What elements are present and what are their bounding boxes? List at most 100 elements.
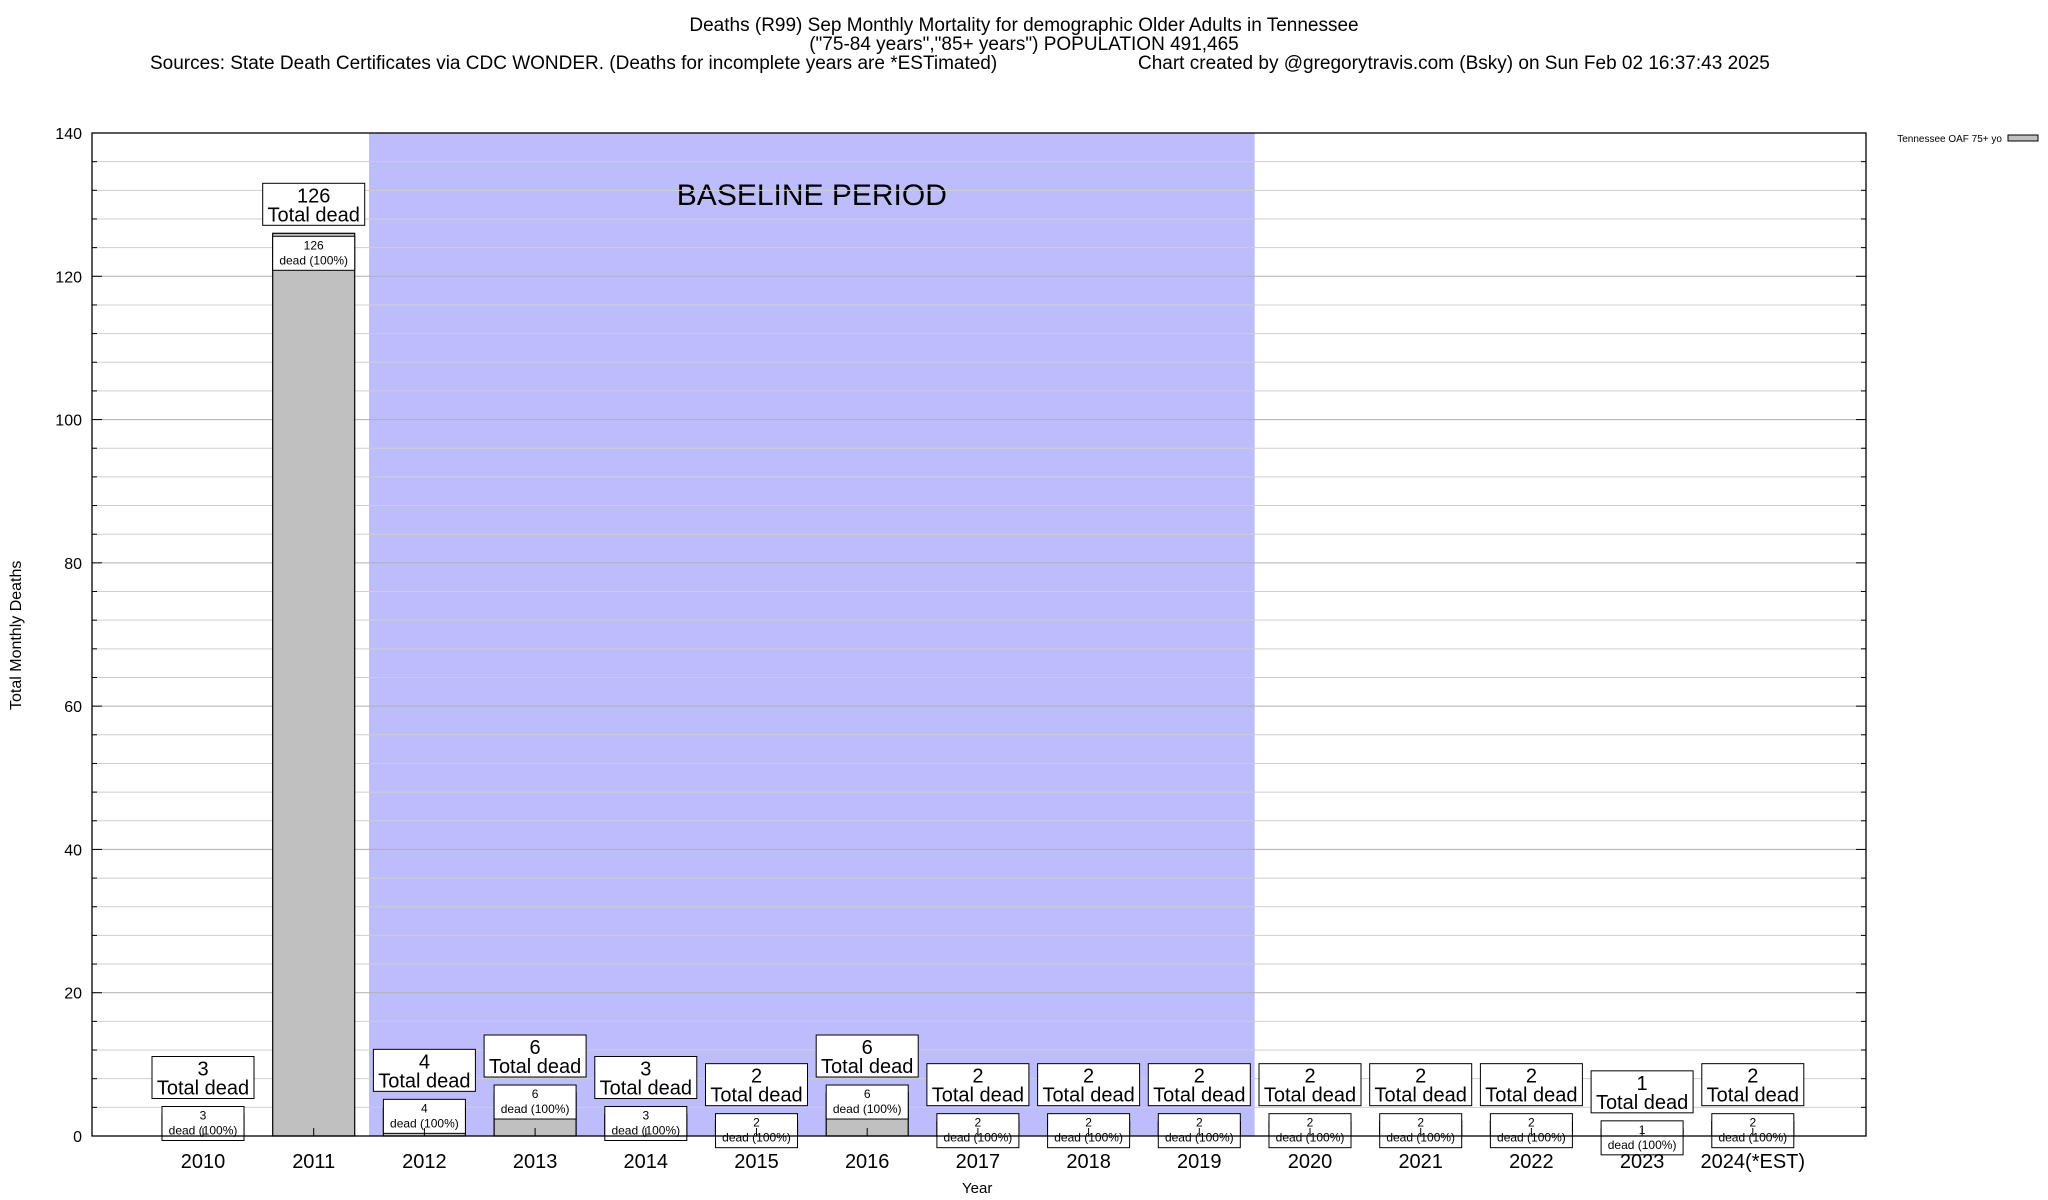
inner-label-text: dead (100%) xyxy=(1276,1131,1345,1145)
x-tick-label: 2021 xyxy=(1398,1151,1443,1173)
inner-label-box xyxy=(161,1106,245,1142)
y-tick-label: 140 xyxy=(55,126,82,143)
total-label-text: Total dead xyxy=(268,204,360,226)
inner-label-value: 2 xyxy=(1528,1116,1535,1130)
x-tick-label: 2023 xyxy=(1620,1151,1665,1173)
x-tick-label: 2010 xyxy=(181,1151,226,1173)
total-label-box xyxy=(1369,1063,1473,1107)
total-label-box xyxy=(1701,1063,1805,1107)
inner-label-text: dead (100%) xyxy=(1386,1131,1455,1145)
total-label-box xyxy=(705,1063,808,1107)
y-tick-label: 0 xyxy=(73,1129,82,1146)
total-label-box xyxy=(594,1056,698,1100)
y-tick-label: 60 xyxy=(64,699,82,716)
x-tick-label: 2015 xyxy=(734,1151,779,1173)
inner-label-text: dead (100%) xyxy=(1165,1131,1234,1145)
chart-credit: Chart created by @gregorytravis.com (Bsk… xyxy=(1138,53,1770,74)
inner-label-text: dead (100%) xyxy=(722,1131,791,1145)
y-tick-label: 20 xyxy=(64,986,82,1003)
x-tick-label: 2020 xyxy=(1288,1151,1333,1173)
inner-label-value: 6 xyxy=(532,1087,539,1101)
total-label-text: Total dead xyxy=(600,1078,692,1100)
total-label-box xyxy=(372,1048,476,1092)
legend-label: Tennessee OAF 75+ yo xyxy=(1897,134,2002,145)
total-label-text: Total dead xyxy=(932,1085,1024,1107)
total-label-text: Total dead xyxy=(821,1056,913,1078)
x-tick-label: 2018 xyxy=(1066,1151,1111,1173)
inner-label-value: 2 xyxy=(1749,1116,1756,1130)
x-tick-label: 2014 xyxy=(624,1151,669,1173)
inner-label-value: 2 xyxy=(753,1116,760,1130)
inner-label-value: 6 xyxy=(864,1087,871,1101)
total-label-text: Total dead xyxy=(1375,1085,1467,1107)
inner-label-text: dead (100%) xyxy=(944,1131,1013,1145)
x-tick-label: 2012 xyxy=(402,1151,447,1173)
inner-label-box xyxy=(825,1084,909,1120)
total-label-value: 1 xyxy=(1637,1073,1648,1095)
y-tick-label: 40 xyxy=(64,842,82,859)
x-tick-label: 2022 xyxy=(1509,1151,1554,1173)
inner-label-text: dead (100%) xyxy=(501,1102,570,1116)
total-label-value: 126 xyxy=(297,185,330,207)
x-tick-label: 2011 xyxy=(292,1151,335,1173)
inner-label-text: dead (100%) xyxy=(1608,1138,1677,1152)
inner-label-box xyxy=(936,1113,1020,1149)
total-label-box xyxy=(926,1063,1030,1107)
inner-label-value: 2 xyxy=(975,1116,982,1130)
inner-label-text: dead (100%) xyxy=(1497,1131,1566,1145)
inner-label-box xyxy=(493,1084,577,1120)
inner-label-value: 2 xyxy=(1417,1116,1424,1130)
inner-label-value: 4 xyxy=(421,1101,428,1115)
x-axis-label: Year xyxy=(962,1180,993,1197)
total-label-value: 6 xyxy=(530,1037,541,1059)
inner-label-text: dead (100%) xyxy=(279,253,348,267)
inner-label-text: dead (100%) xyxy=(1054,1131,1123,1145)
total-label-text: Total dead xyxy=(710,1085,802,1107)
total-label-value: 6 xyxy=(862,1037,873,1059)
inner-label-text: dead (100%) xyxy=(390,1116,459,1130)
inner-label-box xyxy=(382,1098,466,1134)
total-label-value: 2 xyxy=(1304,1066,1315,1088)
x-tick-label: 2024(*EST) xyxy=(1701,1151,1806,1173)
inner-label-value: 3 xyxy=(642,1109,649,1123)
total-label-text: Total dead xyxy=(1042,1085,1134,1107)
bar-2011 xyxy=(272,232,356,1137)
total-label-value: 3 xyxy=(640,1059,651,1081)
total-label-value: 2 xyxy=(1526,1066,1537,1088)
inner-label-text: dead (100%) xyxy=(833,1102,902,1116)
inner-label-text: dead (100%) xyxy=(1718,1131,1787,1145)
total-label-value: 2 xyxy=(1747,1066,1758,1088)
x-tick-label: 2019 xyxy=(1177,1151,1222,1173)
total-label-text: Total dead xyxy=(1707,1085,1799,1107)
total-label-text: Total dead xyxy=(157,1078,249,1100)
inner-label-value: 2 xyxy=(1085,1116,1092,1130)
total-label-value: 2 xyxy=(1415,1066,1426,1088)
total-label-text: Total dead xyxy=(1485,1085,1577,1107)
y-tick-label: 100 xyxy=(55,413,82,430)
total-label-value: 3 xyxy=(197,1059,208,1081)
total-label-box xyxy=(1479,1063,1583,1107)
total-label-box xyxy=(1258,1063,1362,1107)
total-label-box xyxy=(1147,1063,1251,1107)
total-label-value: 2 xyxy=(972,1066,983,1088)
y-axis-label: Total Monthly Deaths xyxy=(8,560,25,710)
inner-label-value: 3 xyxy=(200,1109,207,1123)
inner-label-value: 2 xyxy=(1307,1116,1314,1130)
baseline-region xyxy=(369,133,1255,1136)
x-tick-label: 2016 xyxy=(845,1151,890,1173)
legend-swatch xyxy=(2007,134,2039,142)
chart-subtitle: ("75-84 years","85+ years") POPULATION 4… xyxy=(809,34,1239,55)
total-label-text: Total dead xyxy=(1153,1085,1245,1107)
plot-border xyxy=(91,132,1867,1137)
total-label-text: Total dead xyxy=(1596,1092,1688,1114)
total-label-text: Total dead xyxy=(378,1070,470,1092)
total-label-value: 2 xyxy=(1194,1066,1205,1088)
total-label-text: Total dead xyxy=(1264,1085,1356,1107)
baseline-label: BASELINE PERIOD xyxy=(677,179,947,212)
inner-label-box xyxy=(272,235,356,271)
total-label-box xyxy=(1590,1070,1694,1114)
total-label-value: 2 xyxy=(1083,1066,1094,1088)
total-label-text: Total dead xyxy=(489,1056,581,1078)
total-label-box xyxy=(483,1034,587,1078)
total-label-box xyxy=(262,182,366,226)
